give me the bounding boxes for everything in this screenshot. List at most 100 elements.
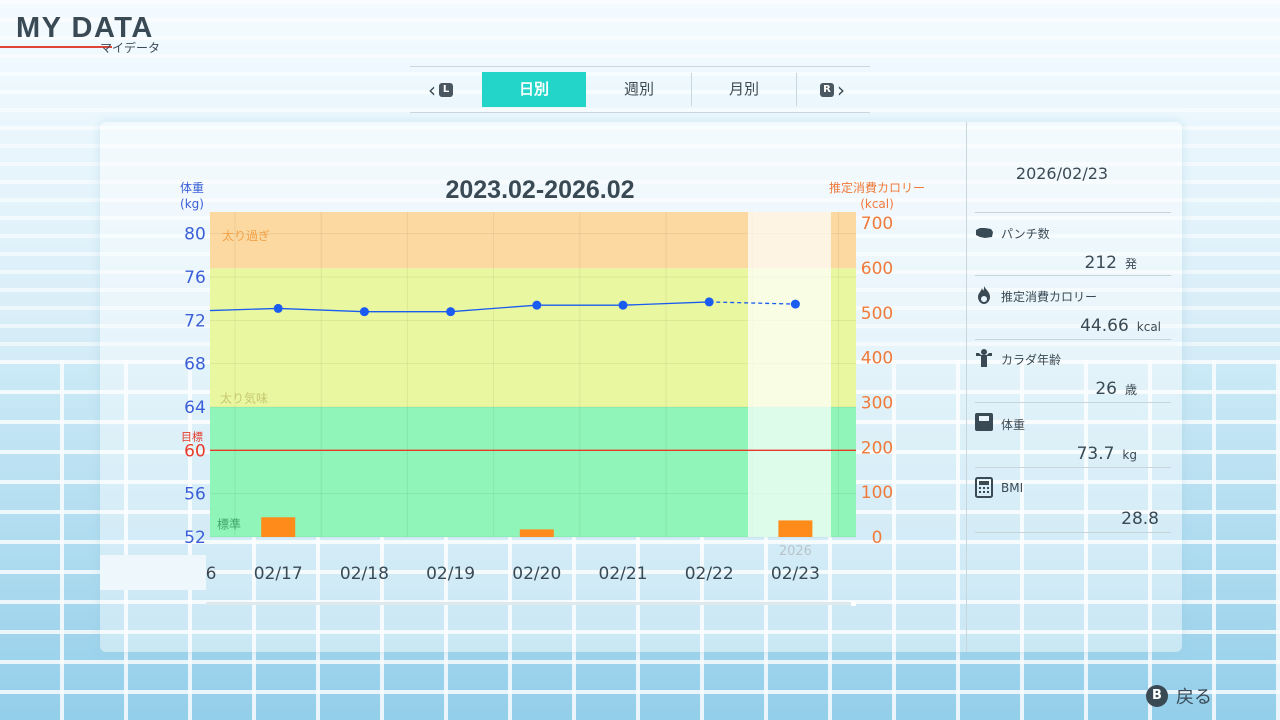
left-tick-label: 56: [184, 485, 206, 505]
x-tick-label: 02/19: [426, 564, 475, 584]
chevron-right-icon: ›: [837, 77, 845, 102]
weight-label: 体重: [1001, 418, 1026, 432]
period-tabs: ‹ L 日別 週別 月別 R ›: [410, 66, 870, 113]
left-tick-label: 76: [184, 268, 206, 288]
panel-divider: [966, 122, 967, 652]
right-tick-label: 400: [861, 349, 893, 369]
right-tick-label: 600: [861, 259, 893, 279]
right-tick-label: 500: [861, 304, 893, 324]
side-divider: [975, 402, 1171, 403]
l-button-icon: L: [439, 82, 453, 97]
punch-count-number: 212: [1084, 253, 1117, 273]
chart-title: 2023.02-2026.02: [445, 176, 635, 204]
right-axis-label-name: 推定消費カロリー: [828, 181, 925, 195]
left-axis-label-name: 体重: [179, 181, 204, 195]
left-tick-label: 72: [184, 311, 206, 331]
body-age-number: 26: [1095, 379, 1117, 399]
side-divider: [975, 467, 1171, 468]
body-age-icon: [976, 349, 992, 367]
calorie-number: 44.66: [1080, 316, 1129, 336]
goal-label: 目標: [181, 429, 203, 443]
scale-icon: [975, 413, 993, 431]
x-tick-label: 02/21: [599, 564, 648, 584]
r-button-icon: R: [820, 82, 834, 97]
title-underline: [0, 46, 112, 48]
left-axis-label-unit: (kg): [180, 197, 204, 211]
bmi-value: 28.8: [989, 509, 1159, 529]
zone-label-standard: 標準: [217, 516, 241, 531]
flame-icon: [978, 286, 990, 304]
body-age-label: カラダ年齢: [1001, 353, 1062, 367]
side-summary: 2026/02/23 パンチ数 212 発 推定消費カロリー 44.66 kcal …: [967, 122, 1182, 652]
calorie-value: 44.66 kcal: [991, 316, 1161, 336]
punch-count-unit: 発: [1124, 257, 1137, 271]
scrollbar-track[interactable]: [206, 602, 856, 605]
selected-day-highlight: [748, 212, 831, 537]
weight-point: [618, 300, 628, 310]
left-tick-label: 64: [184, 398, 206, 418]
punch-count-value: 212 発: [967, 253, 1137, 273]
tab-monthly[interactable]: 月別: [728, 80, 759, 98]
left-axis-label: 体重 (kg): [172, 180, 212, 212]
punch-count-label: パンチ数: [1001, 227, 1050, 241]
weight-value: 73.7 kg: [967, 444, 1137, 464]
weight-point: [359, 307, 369, 317]
side-divider: [975, 212, 1171, 213]
back-label: 戻る: [1176, 687, 1212, 708]
weight-unit: kg: [1122, 448, 1137, 462]
right-tick-label: 100: [861, 483, 893, 503]
calorie-bar: [778, 520, 813, 537]
scrollbar-thumb[interactable]: [851, 601, 856, 606]
tab-daily[interactable]: 日別: [482, 72, 586, 107]
x-tick-label: 02/20: [512, 564, 561, 584]
page-header: MY DATA マイデータ: [0, 12, 160, 55]
tab-divider: [796, 73, 797, 106]
weight-point: [273, 303, 283, 313]
right-axis-label: 推定消費カロリー (kcal): [812, 180, 942, 212]
body-age-value: 26 歳: [967, 379, 1137, 399]
left-tick-label: 52: [184, 528, 206, 548]
right-tick-label: 700: [861, 214, 893, 234]
right-tick-label: 200: [861, 438, 893, 458]
calculator-icon: [975, 477, 993, 498]
page-title: MY DATA: [16, 12, 154, 44]
side-divider: [975, 339, 1171, 340]
bmi-label: BMI: [1001, 481, 1024, 495]
x-label-mask: [100, 555, 206, 590]
weight-point: [532, 300, 542, 310]
tab-weekly[interactable]: 週別: [623, 80, 654, 98]
tab-divider: [691, 73, 692, 106]
weight-number: 73.7: [1076, 444, 1115, 464]
chevron-left-icon: ‹: [428, 77, 436, 102]
zone-label-slightly-overweight: 太り気味: [220, 391, 268, 406]
punch-icon: [976, 228, 993, 238]
x-tick-label: 02/22: [685, 564, 734, 584]
back-button[interactable]: B 戻る: [1146, 683, 1212, 709]
weight-line-projection: [709, 301, 796, 305]
weight-point: [446, 307, 456, 317]
page-subtitle: マイデータ: [100, 41, 161, 55]
weight-point: [704, 297, 714, 307]
side-divider: [975, 532, 1171, 533]
b-button-icon: B: [1146, 685, 1168, 707]
left-tick-label: 60: [184, 441, 206, 461]
calorie-bar: [519, 529, 554, 537]
side-divider: [975, 275, 1171, 276]
right-tick-label: 0: [872, 528, 883, 548]
zone-label-overweight: 太り過ぎ: [222, 228, 270, 243]
year-label: 2026: [779, 544, 812, 559]
next-tab-button[interactable]: R ›: [820, 72, 845, 107]
x-tick-label: 02/17: [254, 564, 303, 584]
selected-date: 2026/02/23: [1015, 164, 1109, 183]
calorie-label: 推定消費カロリー: [1001, 290, 1098, 304]
weight-point: [790, 299, 800, 309]
bmi-number: 28.8: [1121, 509, 1159, 529]
x-tick-label: 02/23: [771, 564, 820, 584]
calorie-unit: kcal: [1136, 320, 1161, 334]
x-tick-label: 02/18: [340, 564, 389, 584]
body-age-unit: 歳: [1124, 383, 1137, 397]
right-tick-label: 300: [861, 394, 893, 414]
left-tick-label: 80: [184, 225, 206, 245]
prev-tab-button[interactable]: ‹ L: [428, 72, 453, 107]
